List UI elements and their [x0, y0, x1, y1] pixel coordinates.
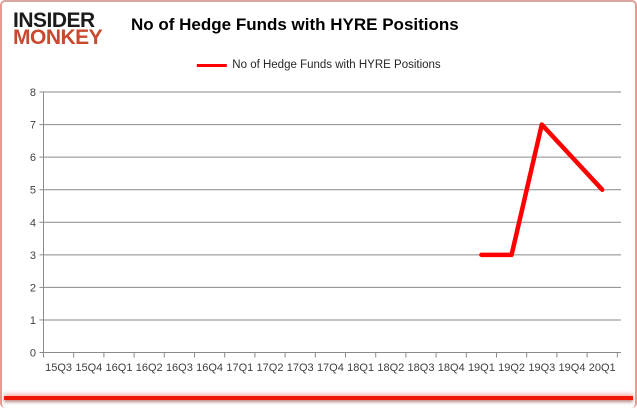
legend: No of Hedge Funds with HYRE Positions [196, 59, 441, 71]
legend-label: No of Hedge Funds with HYRE Positions [232, 59, 441, 71]
chart-title: No of Hedge Funds with HYRE Positions [131, 15, 459, 34]
y-axis-label: 6 [30, 152, 36, 164]
x-axis-label: 17Q3 [287, 362, 314, 374]
x-axis-label: 18Q1 [347, 362, 374, 374]
frame-bottom-accent [4, 396, 633, 400]
insider-monkey-logo: INSIDER MONKEY [13, 9, 123, 49]
x-axis-label: 16Q4 [196, 362, 223, 374]
x-axis-label: 17Q1 [226, 362, 253, 374]
y-axis-label: 4 [30, 217, 36, 229]
y-axis-label: 8 [30, 87, 36, 99]
x-axis-label: 16Q3 [166, 362, 193, 374]
x-axis-label: 18Q4 [438, 362, 465, 374]
y-axis-label: 5 [30, 185, 36, 197]
x-axis-label: 16Q2 [136, 362, 163, 374]
x-axis-label: 19Q4 [559, 362, 586, 374]
x-axis-label: 19Q2 [498, 362, 525, 374]
x-axis-label: 18Q3 [408, 362, 435, 374]
x-axis-label: 17Q4 [317, 362, 344, 374]
series-line [479, 122, 605, 258]
y-axis-label: 3 [30, 250, 36, 262]
x-axis-label: 20Q1 [589, 362, 616, 374]
y-axis-label: 1 [30, 315, 36, 327]
y-axis-label: 0 [30, 348, 36, 360]
logo-line1: INSIDER [13, 9, 95, 32]
x-axis-label: 18Q2 [377, 362, 404, 374]
x-axis-label: 15Q4 [75, 362, 102, 374]
y-axis-label: 7 [30, 120, 36, 132]
x-axis-label: 16Q1 [106, 362, 133, 374]
legend-line-marker [196, 63, 227, 67]
x-axis-label: 15Q3 [45, 362, 72, 374]
logo-line2: MONKEY [13, 26, 103, 49]
x-axis-label: 19Q3 [528, 362, 555, 374]
y-axis-label: 2 [30, 282, 36, 294]
x-axis-label: 19Q1 [468, 362, 495, 374]
x-axis-label: 17Q2 [257, 362, 284, 374]
